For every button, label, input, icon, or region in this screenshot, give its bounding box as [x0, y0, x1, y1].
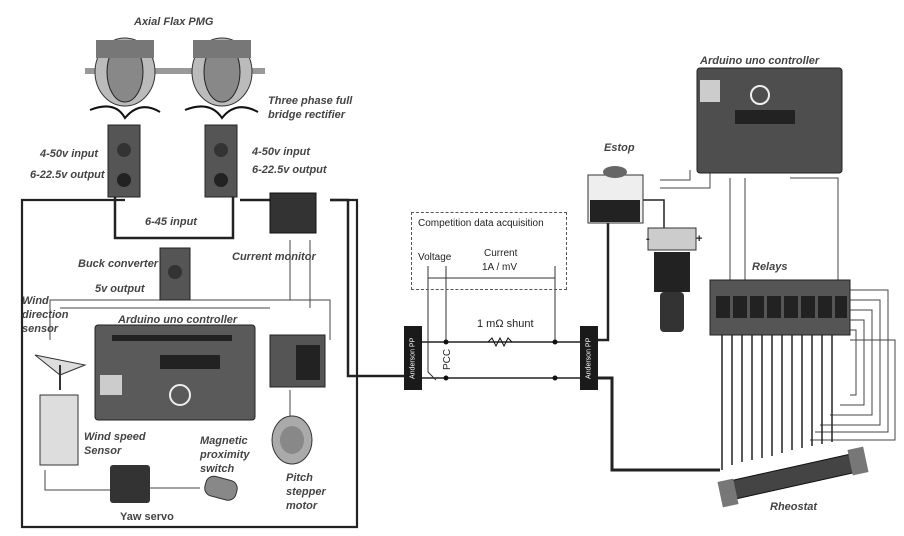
arduino-right-board	[696, 67, 843, 174]
label-pcc: PCC	[442, 348, 453, 370]
competition-daq-box	[411, 212, 567, 290]
relay-bus-right-6	[815, 289, 889, 433]
label-shunt: 1 mΩ shunt	[477, 318, 534, 330]
label-estop: Estop	[604, 142, 635, 154]
junction-dots	[443, 339, 558, 381]
label-buck-converter: Buck converter	[78, 258, 159, 270]
measurement-lines	[427, 266, 556, 381]
wind-speed-board	[39, 394, 79, 466]
wind-speed-wire	[44, 470, 115, 491]
estop-shape	[587, 166, 644, 224]
to-rheostat-wire	[598, 376, 720, 472]
relay-bus-right-3	[840, 319, 865, 406]
signal-wires	[44, 170, 896, 491]
arduino-to-estop-2	[660, 170, 711, 189]
rheostat-shape	[717, 446, 869, 508]
shunt-resistor	[487, 336, 513, 348]
label-arduino-left: Arduino uno controller	[118, 314, 238, 326]
label-wind-speed-sensor: Wind speed Sensor	[84, 431, 146, 457]
estop-to-connector	[640, 199, 665, 228]
label-relays: Relays	[752, 261, 788, 273]
stepper-motor-shape	[271, 415, 313, 465]
label-minus: -	[646, 233, 650, 245]
axial-flux-generators	[85, 37, 265, 120]
five-v-rail	[49, 299, 170, 340]
relay-bus-right-1	[820, 299, 881, 426]
anderson-connector-right: Anderson PP	[580, 326, 598, 390]
label-arduino-right: Arduino uno controller	[700, 55, 820, 67]
relay-bus-right-2	[830, 309, 873, 416]
label-current: Current	[484, 248, 518, 259]
proximity-shape	[204, 475, 238, 501]
label-three-phase-rectifier: Three phase full bridge rectifier	[268, 95, 353, 121]
label-five-v-output: 5v output	[95, 283, 145, 295]
label-input-645: 6-45 input	[145, 216, 197, 228]
five-v-rail-right	[185, 299, 331, 340]
to-estop-wire	[598, 209, 613, 342]
relay-board	[709, 279, 851, 336]
left-outer-power-loop	[20, 198, 359, 529]
voltage-probe	[427, 266, 437, 381]
label-current-scale: 1A / mV	[482, 262, 518, 273]
arduino-left-board	[94, 324, 256, 421]
label-plus: +	[696, 233, 703, 245]
positive-power-line	[330, 198, 405, 378]
label-current-monitor: Current monitor	[232, 251, 316, 263]
servo-shape	[110, 465, 150, 503]
label-output-left: 6-22.5v output	[30, 169, 105, 181]
barrel-connector-shape	[647, 227, 697, 332]
label-input-left: 4-50v input	[40, 148, 99, 160]
wind-vane-shape	[34, 354, 87, 390]
label-rheostat: Rheostat	[770, 501, 818, 513]
label-pitch-stepper-motor: Pitch stepper motor	[286, 472, 326, 512]
relay-drops	[721, 332, 833, 470]
label-wind-direction-sensor: Wind direction sensor	[22, 295, 69, 335]
converter-boards	[107, 124, 238, 301]
arduino-to-estop	[660, 170, 691, 181]
label-output-right: 6-22.5v output	[252, 164, 327, 176]
rectifier-bus	[113, 195, 235, 240]
label-magnetic-proximity-switch: Magnetic proximity switch	[200, 435, 250, 475]
current-monitor-board	[269, 192, 317, 234]
label-voltage: Voltage	[418, 252, 452, 263]
arduino-relay-wire-3	[790, 177, 839, 280]
label-input-right: 4-50v input	[252, 146, 311, 158]
label-competition-daq: Competition data acquisition	[418, 218, 544, 229]
anderson-connector-left: Anderson PP	[404, 326, 422, 390]
relay-bus-right-4	[850, 329, 857, 396]
label-axial-flax-pmg: Axial Flax PMG	[134, 16, 214, 28]
relay-bus-right-5	[810, 339, 896, 441]
label-yaw-servo: Yaw servo	[120, 511, 174, 523]
